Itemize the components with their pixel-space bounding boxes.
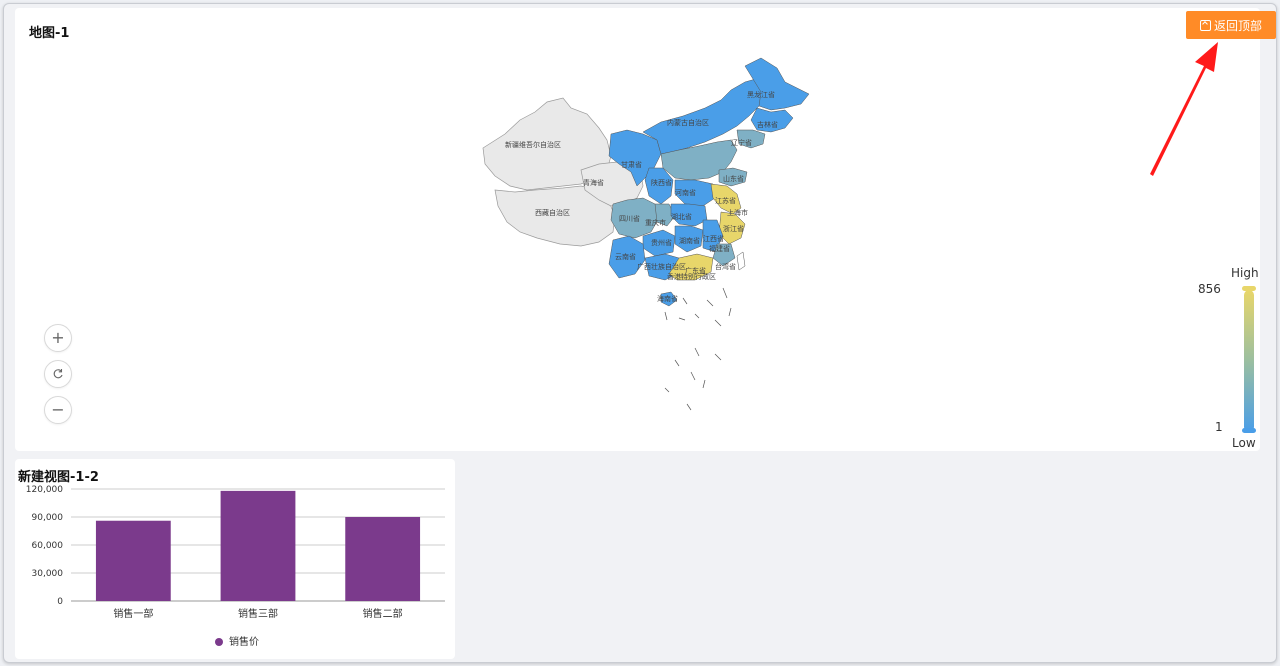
region-jilin xyxy=(750,107,794,133)
region-label: 广西壮族自治区 xyxy=(637,263,686,271)
legend-low-label: Low xyxy=(1232,436,1256,450)
region-hubei xyxy=(670,203,708,227)
chart-panel-title: 新建视图-1-2 xyxy=(18,470,99,485)
region-henan xyxy=(674,179,716,207)
zoom-out-button[interactable]: − xyxy=(44,396,72,424)
region-label: 福建省 xyxy=(709,245,730,253)
legend-label: 销售价 xyxy=(229,635,259,648)
reset-zoom-button[interactable] xyxy=(44,360,72,388)
bar-chart-panel: 新建视图-1-2 0 30,000 60,000 90,000 120,000 销售一部销… xyxy=(15,459,455,659)
region-label: 湖南省 xyxy=(679,237,700,245)
region-jiangsu xyxy=(710,183,742,215)
region-qinghai xyxy=(580,161,644,207)
plus-icon: + xyxy=(51,328,65,347)
map-panel-title: 地图-1 xyxy=(29,26,70,41)
region-shandong xyxy=(718,167,748,187)
zoom-in-button[interactable]: + xyxy=(44,324,72,352)
region-label: 山东省 xyxy=(723,175,744,183)
refresh-icon xyxy=(53,369,63,379)
region-label: 新疆维吾尔自治区 xyxy=(505,141,561,149)
back-to-top-label: 返回顶部 xyxy=(1213,18,1262,33)
region-label: 吉林省 xyxy=(757,121,778,129)
legend-max-value: 856 xyxy=(1198,282,1221,296)
region-label: 甘肃省 xyxy=(621,161,642,169)
y-tick-label: 90,000 xyxy=(32,513,64,523)
legend-marker xyxy=(215,638,223,646)
region-label: 江苏省 xyxy=(715,197,736,205)
region-label: 四川省 xyxy=(619,215,640,223)
region-label: 西藏自治区 xyxy=(535,209,570,217)
region-label: 贵州省 xyxy=(651,239,672,247)
legend-high-label: High xyxy=(1231,266,1259,280)
region-label: 海南省 xyxy=(657,295,678,303)
legend-min-value: 1 xyxy=(1215,420,1223,434)
region-xizang xyxy=(494,185,616,247)
region-label: 内蒙古自治区 xyxy=(667,119,709,127)
region-hainan xyxy=(660,291,678,307)
region-heilongjiang xyxy=(744,57,810,111)
region-label: 香港特别行政区 xyxy=(667,273,716,281)
region-guangdong xyxy=(668,253,714,281)
region-label: 重庆市 xyxy=(645,219,666,227)
region-label: 浙江省 xyxy=(723,225,744,233)
arrow-up-icon xyxy=(1199,19,1211,31)
y-tick-label: 60,000 xyxy=(32,541,64,551)
y-tick-label: 0 xyxy=(57,597,63,607)
region-taiwan xyxy=(736,251,746,271)
region-label: 云南省 xyxy=(615,253,636,261)
region-label: 广东省 xyxy=(685,267,706,275)
region-north-china xyxy=(660,139,738,181)
region-label: 台湾省 xyxy=(715,263,736,271)
region-fujian xyxy=(712,243,736,267)
region-chongqing xyxy=(654,203,676,227)
region-shaanxi xyxy=(644,167,674,205)
legend-high-handle[interactable] xyxy=(1242,286,1256,291)
map-panel: 地图-1 xyxy=(15,8,1260,451)
dashboard-frame: 地图-1 xyxy=(3,3,1277,663)
x-tick-label: 销售二部 xyxy=(363,607,403,620)
region-hunan xyxy=(674,225,704,253)
bar[interactable] xyxy=(95,520,171,601)
china-choropleth-map[interactable] xyxy=(15,8,1260,451)
bar[interactable] xyxy=(220,490,296,601)
region-liaoning xyxy=(736,129,766,149)
y-tick-label: 120,000 xyxy=(26,485,63,495)
x-tick-label: 销售三部 xyxy=(238,607,278,620)
x-tick-label: 销售一部 xyxy=(113,607,153,620)
bar-chart[interactable]: 0 30,000 60,000 90,000 120,000 销售一部 销售三部 销售二部销售… xyxy=(15,459,455,659)
region-label: 湖北省 xyxy=(671,213,692,221)
region-sichuan xyxy=(610,197,660,239)
region-label: 青海省 xyxy=(583,179,604,187)
region-label: 上海市 xyxy=(727,209,748,217)
legend-gradient-bar[interactable] xyxy=(1244,290,1254,432)
bar[interactable] xyxy=(345,517,421,601)
region-label: 江西省 xyxy=(703,235,724,243)
region-label: 陕西省 xyxy=(651,179,672,187)
region-label: 河南省 xyxy=(675,189,696,197)
legend-low-handle[interactable] xyxy=(1242,428,1256,433)
minus-icon: − xyxy=(51,400,65,419)
south-china-sea-islands xyxy=(664,287,732,411)
region-label: 黑龙江省 xyxy=(747,91,775,99)
region-yunnan xyxy=(608,235,646,279)
y-tick-label: 30,000 xyxy=(32,569,64,579)
back-to-top-button[interactable]: 返回顶部 xyxy=(1186,11,1276,39)
region-label: 辽宁省 xyxy=(731,139,752,147)
